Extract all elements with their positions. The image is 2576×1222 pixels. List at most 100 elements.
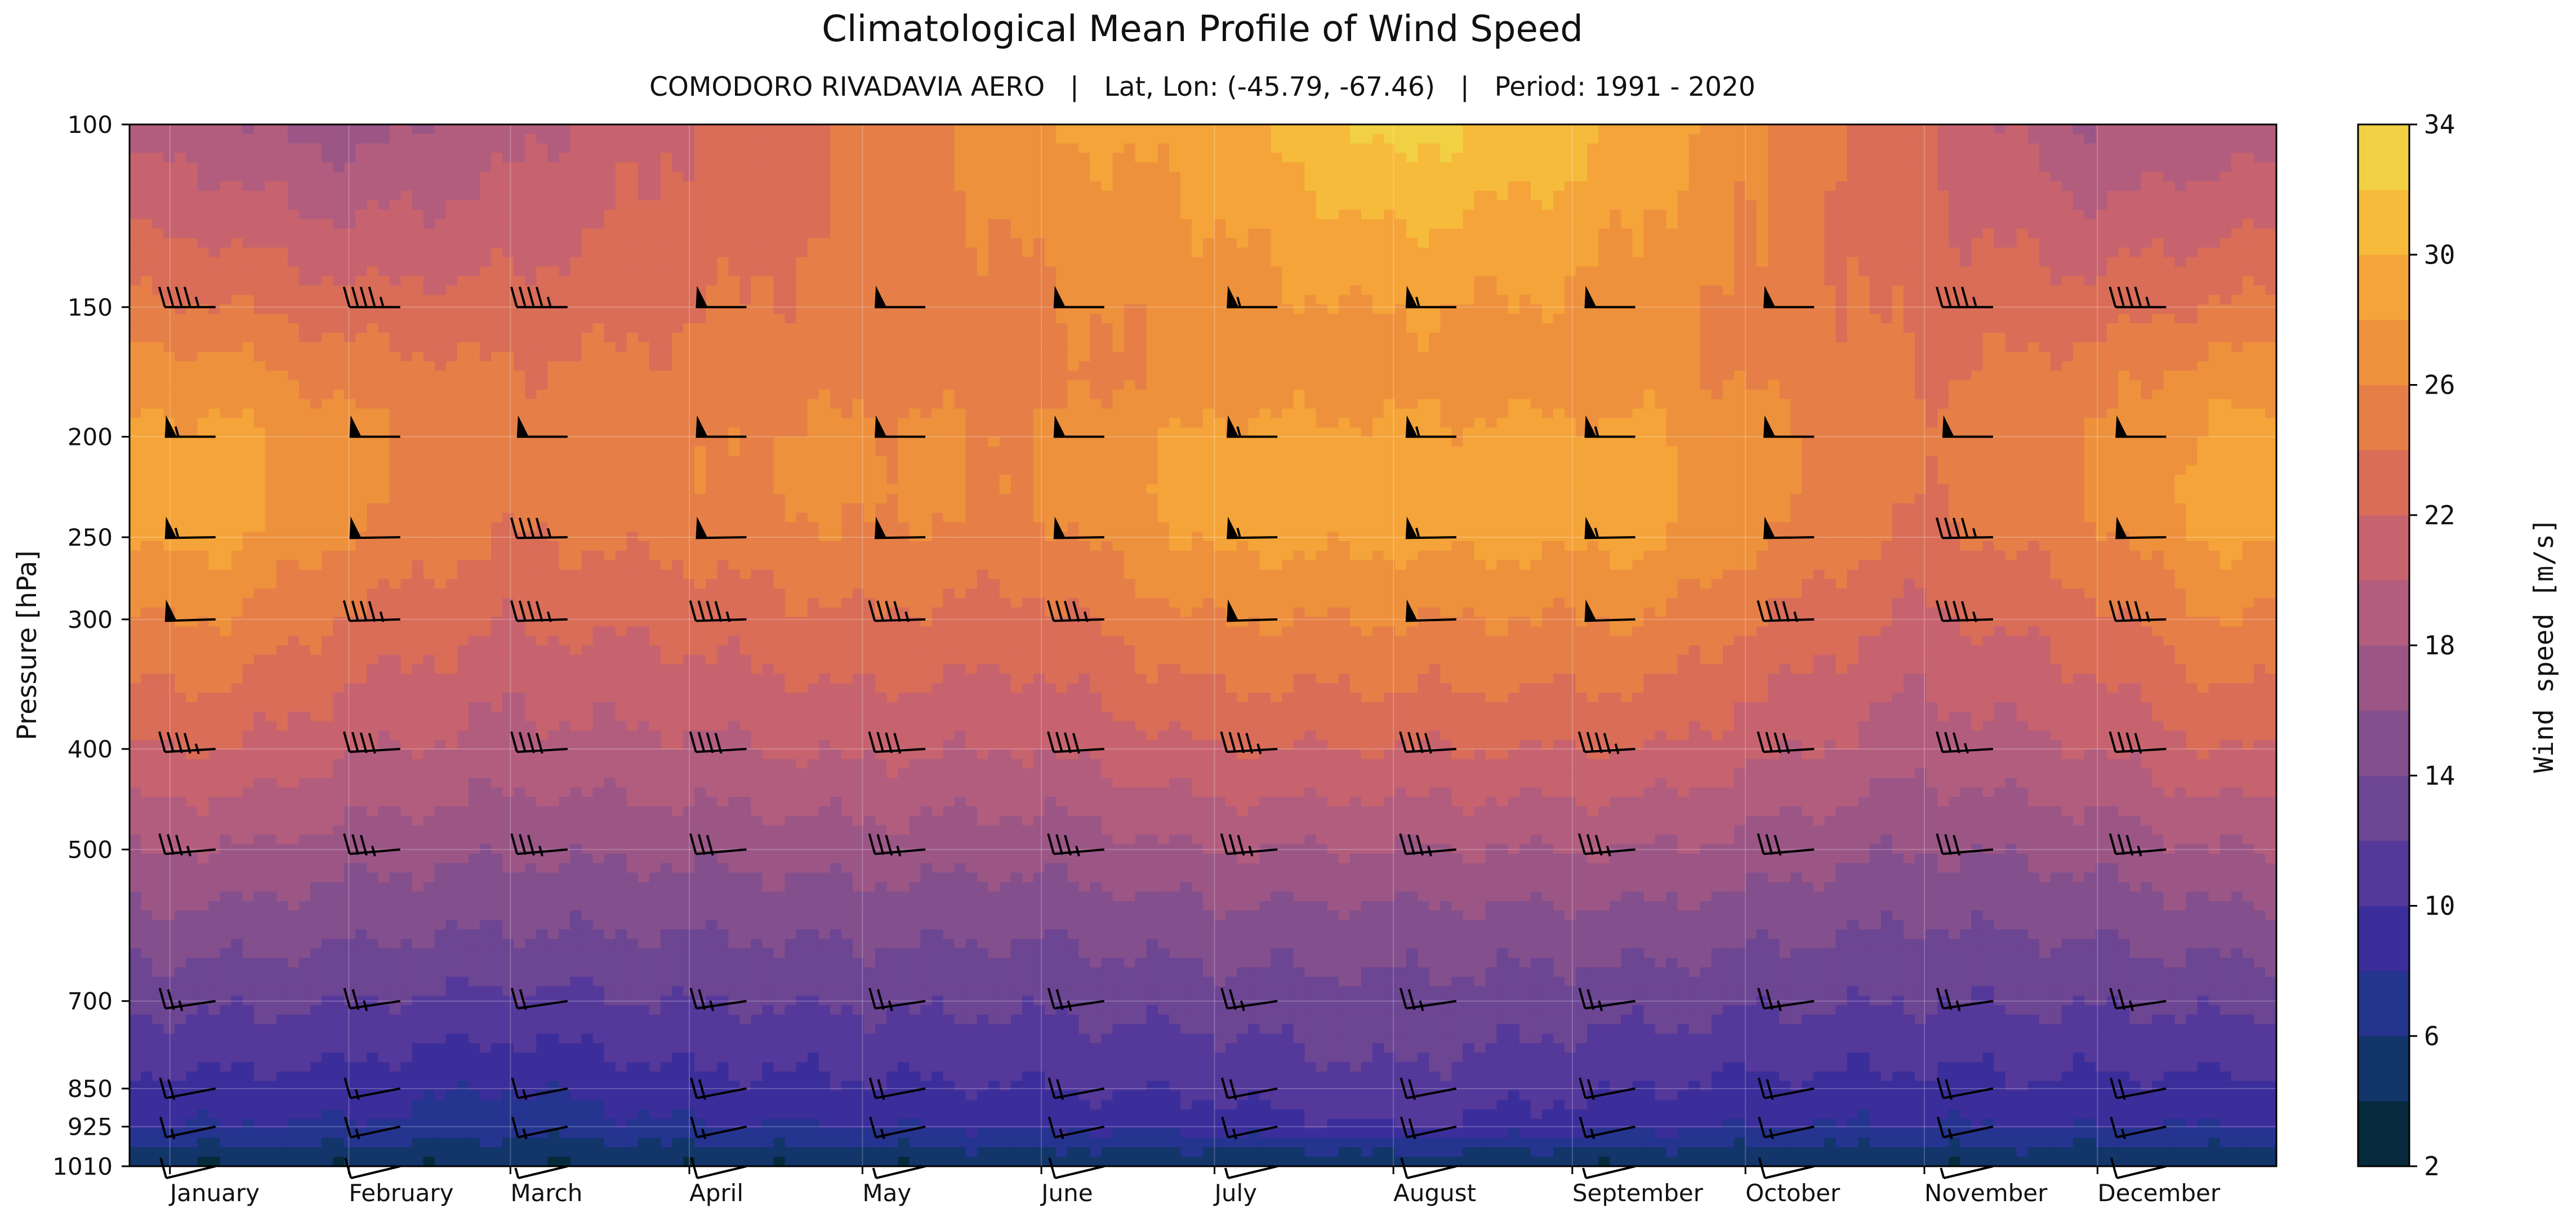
contour-cell xyxy=(1316,153,1328,163)
contour-cell xyxy=(1157,351,1170,362)
contour-cell xyxy=(751,342,763,353)
contour-cell xyxy=(1745,323,1757,333)
contour-cell xyxy=(1372,247,1384,258)
contour-cell xyxy=(2061,143,2074,154)
contour-cell xyxy=(242,323,255,333)
contour-cell xyxy=(2073,323,2085,333)
contour-cell xyxy=(2039,304,2051,315)
contour-cell xyxy=(1722,285,1735,296)
contour-cell xyxy=(1768,124,1780,135)
contour-cell xyxy=(818,162,831,172)
contour-cell xyxy=(672,162,684,172)
contour-cell xyxy=(1237,124,1249,135)
contour-cell xyxy=(479,190,492,201)
contour-cell xyxy=(683,229,695,239)
contour-cell xyxy=(1463,143,1475,154)
contour-cell xyxy=(1384,200,1396,211)
contour-cell xyxy=(1157,247,1170,258)
contour-cell xyxy=(999,200,1011,211)
contour-cell xyxy=(175,172,187,182)
contour-cell xyxy=(1191,314,1204,324)
contour-cell xyxy=(468,153,480,163)
contour-cell xyxy=(2005,351,2017,362)
contour-cell xyxy=(1361,162,1373,172)
contour-cell xyxy=(818,361,831,372)
contour-cell xyxy=(1463,162,1475,172)
contour-cell xyxy=(965,209,978,220)
contour-cell xyxy=(2197,295,2209,305)
contour-cell xyxy=(1565,153,1576,163)
contour-cell xyxy=(830,342,842,353)
contour-cell xyxy=(412,323,424,333)
contour-cell xyxy=(1949,247,1961,258)
contour-cell xyxy=(502,351,514,362)
contour-cell xyxy=(412,247,424,258)
contour-cell xyxy=(434,143,447,154)
contour-cell xyxy=(1474,133,1486,144)
contour-cell xyxy=(152,266,164,276)
contour-cell xyxy=(310,314,322,324)
contour-cell xyxy=(2016,172,2029,182)
contour-cell xyxy=(186,266,198,276)
contour-cell xyxy=(1530,200,1543,211)
contour-cell xyxy=(445,342,458,353)
contour-cell xyxy=(932,295,944,305)
contour-cell xyxy=(1282,133,1294,144)
contour-cell xyxy=(559,153,571,163)
contour-cell xyxy=(253,314,266,324)
contour-cell xyxy=(1733,124,1746,135)
contour-cell xyxy=(265,124,277,135)
contour-cell xyxy=(1768,172,1780,182)
contour-cell xyxy=(1869,181,1882,191)
contour-cell xyxy=(1643,229,1656,239)
contour-cell xyxy=(2095,143,2107,154)
contour-cell xyxy=(649,181,661,191)
contour-cell xyxy=(1576,190,1588,201)
contour-cell xyxy=(1406,333,1418,343)
contour-cell xyxy=(886,285,899,296)
contour-cell xyxy=(2050,238,2062,248)
contour-cell xyxy=(1903,143,1915,154)
contour-cell xyxy=(1722,172,1735,182)
contour-cell xyxy=(2208,229,2221,239)
contour-cell xyxy=(1768,276,1780,286)
contour-cell xyxy=(1711,314,1723,324)
contour-cell xyxy=(141,295,153,305)
contour-cell xyxy=(1191,133,1204,144)
contour-cell xyxy=(1835,333,1848,343)
contour-cell xyxy=(592,124,605,135)
contour-cell xyxy=(141,351,153,362)
contour-cell xyxy=(1858,361,1870,372)
contour-cell xyxy=(1180,124,1192,135)
contour-cell xyxy=(253,124,266,135)
contour-cell xyxy=(1191,295,1204,305)
contour-cell xyxy=(253,162,266,172)
contour-cell xyxy=(276,304,288,315)
contour-cell xyxy=(265,133,277,144)
contour-cell xyxy=(592,209,605,220)
contour-cell xyxy=(276,181,288,191)
contour-cell xyxy=(2129,333,2142,343)
contour-cell xyxy=(2163,266,2176,276)
contour-cell xyxy=(977,143,989,154)
contour-cell xyxy=(1869,285,1882,296)
contour-cell xyxy=(1112,181,1125,191)
contour-cell xyxy=(853,295,864,305)
contour-cell xyxy=(762,172,774,182)
contour-cell xyxy=(898,285,910,296)
contour-cell xyxy=(1926,266,1938,276)
contour-cell xyxy=(1010,190,1023,201)
contour-cell xyxy=(1949,219,1961,229)
contour-cell xyxy=(220,190,232,201)
contour-cell xyxy=(932,333,944,343)
contour-cell xyxy=(1372,285,1384,296)
contour-cell xyxy=(1711,295,1723,305)
contour-cell xyxy=(1949,238,1961,248)
contour-cell xyxy=(728,257,741,267)
contour-cell xyxy=(1519,219,1531,229)
contour-cell xyxy=(1146,133,1158,144)
contour-cell xyxy=(1835,181,1848,191)
contour-cell xyxy=(141,153,153,163)
contour-cell xyxy=(1135,172,1147,182)
contour-cell xyxy=(1949,133,1961,144)
